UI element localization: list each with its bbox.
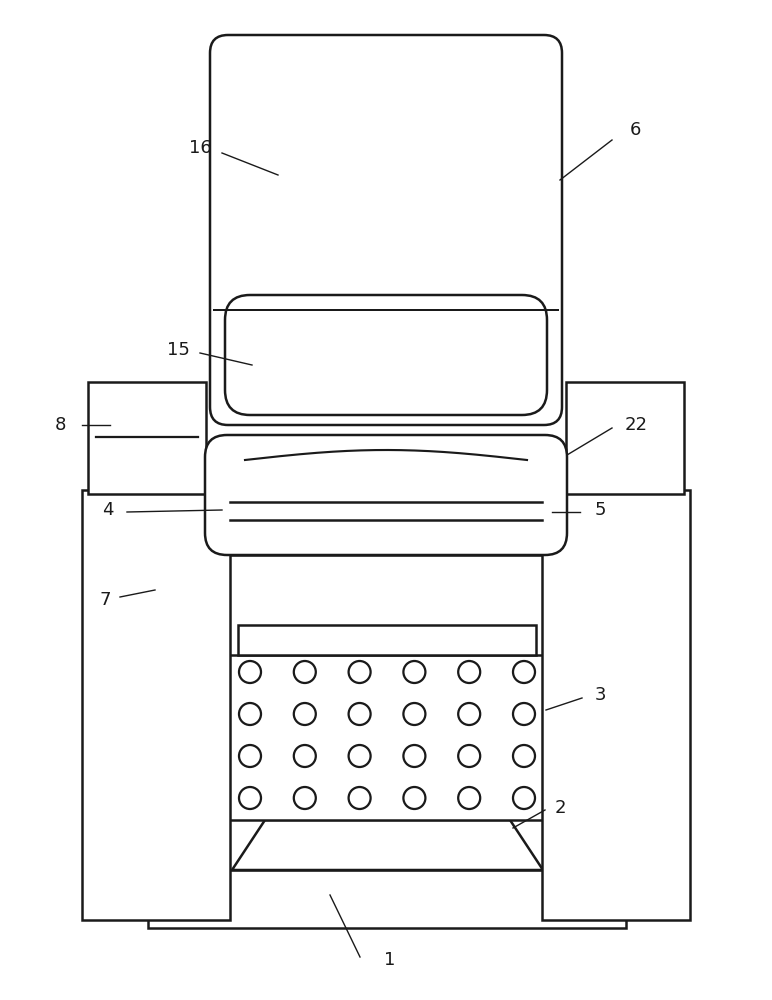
Text: 22: 22	[625, 416, 648, 434]
Text: 5: 5	[594, 501, 606, 519]
Bar	[238, 625, 536, 655]
Circle shape	[404, 661, 425, 683]
Circle shape	[239, 745, 261, 767]
Bar	[148, 870, 626, 928]
Text: 3: 3	[594, 686, 606, 704]
Circle shape	[294, 703, 316, 725]
Circle shape	[239, 787, 261, 809]
Bar	[82, 490, 230, 920]
Circle shape	[459, 703, 480, 725]
Text: 16: 16	[188, 139, 212, 157]
Circle shape	[513, 787, 535, 809]
Circle shape	[459, 787, 480, 809]
Text: 4: 4	[102, 501, 113, 519]
FancyBboxPatch shape	[205, 435, 567, 555]
Circle shape	[294, 745, 316, 767]
Circle shape	[349, 745, 371, 767]
Circle shape	[349, 787, 371, 809]
Polygon shape	[232, 820, 543, 870]
Circle shape	[239, 703, 261, 725]
Text: 8: 8	[54, 416, 66, 434]
Circle shape	[459, 661, 480, 683]
Text: 6: 6	[629, 121, 641, 139]
Circle shape	[239, 661, 261, 683]
Bar	[88, 382, 206, 494]
Text: 1: 1	[384, 951, 396, 969]
Text: 7: 7	[100, 591, 110, 609]
Circle shape	[294, 661, 316, 683]
Bar	[222, 555, 552, 655]
Text: 15: 15	[167, 341, 189, 359]
Text: 2: 2	[554, 799, 566, 817]
Circle shape	[459, 745, 480, 767]
Bar	[566, 382, 684, 494]
Bar	[228, 650, 546, 820]
Circle shape	[513, 745, 535, 767]
Circle shape	[349, 703, 371, 725]
Circle shape	[513, 703, 535, 725]
Circle shape	[404, 787, 425, 809]
FancyBboxPatch shape	[210, 35, 562, 425]
Bar	[542, 490, 690, 920]
Circle shape	[404, 745, 425, 767]
FancyBboxPatch shape	[225, 295, 547, 415]
Circle shape	[404, 703, 425, 725]
Circle shape	[294, 787, 316, 809]
Circle shape	[513, 661, 535, 683]
Circle shape	[349, 661, 371, 683]
